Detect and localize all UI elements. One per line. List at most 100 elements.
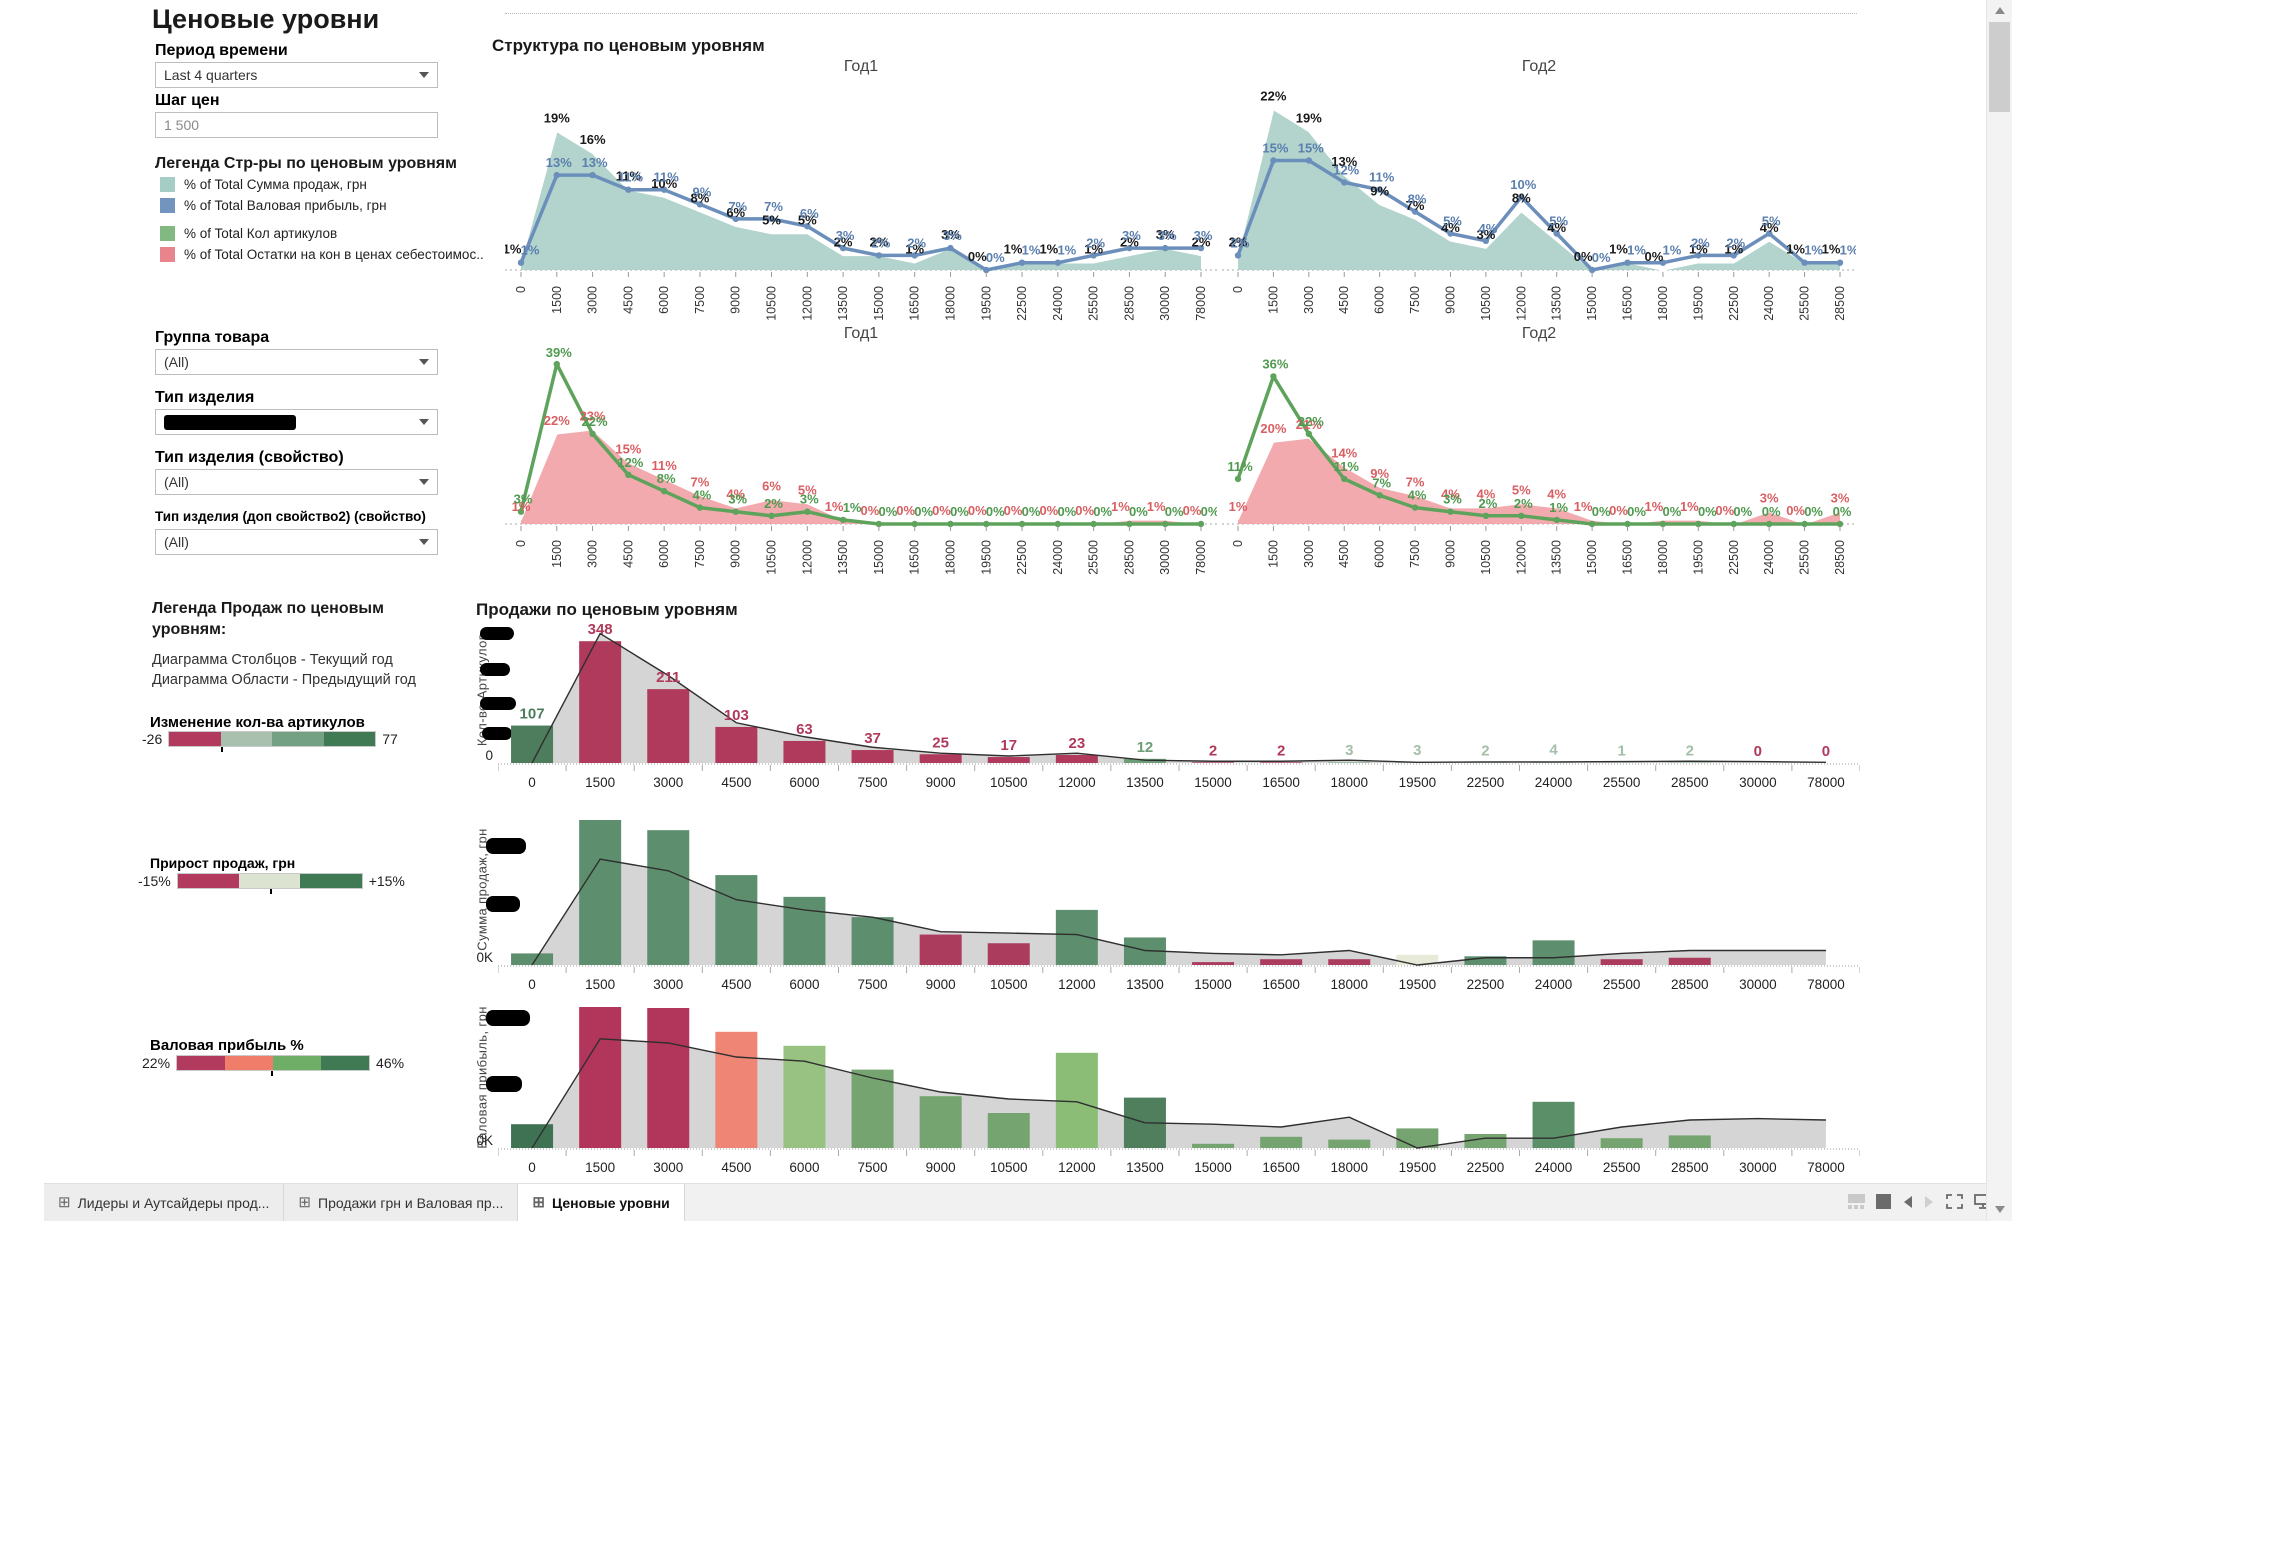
svg-text:4%: 4% [1547, 487, 1566, 502]
chart-sales-profit[interactable]: 0 1500 3000 4500 6000 7500 9000 10500 12000 13500… [497, 1005, 1861, 1210]
svg-text:19%: 19% [544, 110, 570, 125]
svg-text:2%: 2% [1120, 234, 1139, 249]
tab-price-levels[interactable]: ⊞ Ценовые уровни [518, 1184, 685, 1221]
svg-text:15000: 15000 [1585, 540, 1599, 575]
svg-text:4%: 4% [726, 487, 745, 502]
margin-legend-title: Валовая прибыль % [150, 1037, 304, 1054]
chart-sales-count[interactable]: 0 1500 3000 4500 6000 7500 9000 10500 12000 13500… [497, 612, 1861, 817]
svg-text:0: 0 [514, 540, 528, 547]
scroll-up-button[interactable] [1987, 0, 2012, 21]
solid-square-icon[interactable] [1876, 1194, 1891, 1209]
svg-text:22500: 22500 [1467, 1160, 1505, 1175]
product-type-select[interactable] [155, 409, 438, 435]
svg-text:3000: 3000 [1302, 286, 1316, 314]
svg-text:0%: 0% [1804, 504, 1823, 519]
svg-text:3%: 3% [514, 492, 533, 507]
chart-structure-year1[interactable]: 0 1500 3000 4500 6000 7500 9000 10500 12000 13500… [503, 80, 1217, 337]
article-change-legend[interactable]: -26 77 [142, 731, 398, 752]
svg-text:1%: 1% [1229, 499, 1248, 514]
svg-text:16500: 16500 [1621, 540, 1635, 575]
svg-text:5%: 5% [798, 483, 817, 498]
chart-articles-year1[interactable]: 0 1500 3000 4500 6000 7500 9000 10500 12000 13500… [505, 345, 1220, 591]
svg-text:0%: 0% [1592, 250, 1611, 265]
redacted-axis-value [486, 1010, 530, 1026]
tab-sales-profit[interactable]: ⊞ Продажи грн и Валовая пр... [284, 1184, 519, 1221]
svg-text:5%: 5% [1549, 214, 1568, 229]
svg-text:18000: 18000 [1330, 1160, 1368, 1175]
svg-text:6%: 6% [726, 205, 745, 220]
price-step-input[interactable]: 1 500 [155, 112, 438, 138]
product-type-prop2-label: Тип изделия (доп свойство2) (свойство) [155, 509, 426, 524]
svg-text:3: 3 [1413, 742, 1421, 759]
svg-text:14%: 14% [1331, 446, 1357, 461]
svg-text:1%: 1% [505, 242, 522, 257]
svg-text:24000: 24000 [1762, 540, 1776, 575]
tab-leaders-outsiders[interactable]: ⊞ Лидеры и Аутсайдеры прод... [44, 1184, 285, 1221]
panel2-title-year2: Год2 [1521, 325, 1557, 342]
svg-text:1%: 1% [1724, 242, 1743, 257]
margin-legend[interactable]: 22% 46% [142, 1055, 404, 1076]
sales-growth-legend[interactable]: -15% +15% [138, 873, 405, 894]
grid-view-icon[interactable] [1848, 1194, 1865, 1209]
svg-text:1%: 1% [1680, 499, 1699, 514]
prev-arrow-icon[interactable] [1902, 1195, 1913, 1209]
svg-text:3%: 3% [1443, 492, 1462, 507]
svg-text:0%: 0% [1733, 504, 1752, 519]
svg-text:7%: 7% [1406, 474, 1425, 489]
scroll-down-button[interactable] [1987, 1199, 2012, 1220]
svg-text:0%: 0% [914, 504, 933, 519]
structure-legend-title: Легенда Стр-ры по ценовым уровням [155, 155, 457, 172]
svg-text:4500: 4500 [721, 977, 751, 992]
chart-sales-sum[interactable]: 0 1500 3000 4500 6000 7500 9000 10500 12000 13500… [497, 815, 1861, 1020]
product-type-prop-select[interactable]: (All) [155, 469, 438, 495]
svg-text:25500: 25500 [1798, 540, 1812, 575]
svg-text:4%: 4% [1478, 221, 1497, 236]
svg-text:16500: 16500 [1262, 1160, 1300, 1175]
svg-text:18000: 18000 [1656, 286, 1670, 321]
product-type-prop2-select[interactable]: (All) [155, 529, 438, 555]
sales-growth-gradient-bar[interactable] [176, 873, 363, 894]
next-arrow-icon[interactable] [1924, 1195, 1935, 1209]
chevron-down-icon [419, 419, 429, 425]
svg-text:4500: 4500 [721, 775, 751, 790]
period-filter-select[interactable]: Last 4 quarters [155, 62, 438, 88]
svg-text:1%: 1% [1147, 499, 1166, 514]
gradient-max: +15% [368, 873, 405, 889]
fullscreen-icon[interactable] [1946, 1194, 1963, 1209]
svg-text:6000: 6000 [657, 286, 671, 314]
legend-item-profit-share[interactable]: % of Total Валовая прибыль, грн [160, 198, 387, 213]
svg-text:5%: 5% [762, 213, 781, 228]
svg-text:3000: 3000 [1302, 540, 1316, 568]
svg-text:0%: 0% [1762, 504, 1781, 519]
svg-text:0%: 0% [950, 504, 969, 519]
legend-item-sales-share[interactable]: % of Total Сумма продаж, грн [160, 177, 367, 192]
vertical-scrollbar[interactable] [1986, 0, 2012, 1221]
svg-text:30000: 30000 [1739, 1160, 1777, 1175]
margin-gradient-bar[interactable] [176, 1055, 371, 1076]
svg-text:3%: 3% [1122, 228, 1141, 243]
svg-text:3%: 3% [1831, 491, 1850, 506]
product-group-value: (All) [164, 354, 189, 370]
svg-text:11%: 11% [1369, 170, 1395, 185]
svg-text:23%: 23% [580, 409, 606, 424]
svg-text:2%: 2% [871, 235, 890, 250]
chart-articles-year2[interactable]: 0 1500 3000 4500 6000 7500 9000 10500 12000 13500… [1222, 346, 1856, 591]
svg-text:19500: 19500 [979, 540, 993, 575]
svg-text:15000: 15000 [872, 540, 886, 575]
legend-item-stock-share[interactable]: % of Total Остатки на кон в ценах себест… [160, 247, 484, 262]
panel2-title-year1: Год1 [843, 325, 879, 342]
article-change-gradient-bar[interactable] [168, 731, 377, 752]
svg-text:1%: 1% [1084, 242, 1103, 257]
redacted-axis-value [486, 838, 526, 854]
svg-text:0%: 0% [1093, 504, 1112, 519]
svg-text:9000: 9000 [1443, 286, 1457, 314]
scrollbar-thumb[interactable] [1989, 22, 2010, 112]
svg-text:1%: 1% [1689, 242, 1708, 257]
sheet-grid-icon: ⊞ [532, 1194, 545, 1211]
product-group-select[interactable]: (All) [155, 349, 438, 375]
chart-structure-year2[interactable]: 0 1500 3000 4500 6000 7500 9000 10500 12000 13500… [1222, 80, 1859, 337]
legend-item-articles-share[interactable]: % of Total Кол артикулов [160, 226, 337, 241]
svg-text:78000: 78000 [1807, 775, 1845, 790]
period-filter-label: Период времени [155, 42, 288, 59]
svg-text:16500: 16500 [1621, 286, 1635, 321]
